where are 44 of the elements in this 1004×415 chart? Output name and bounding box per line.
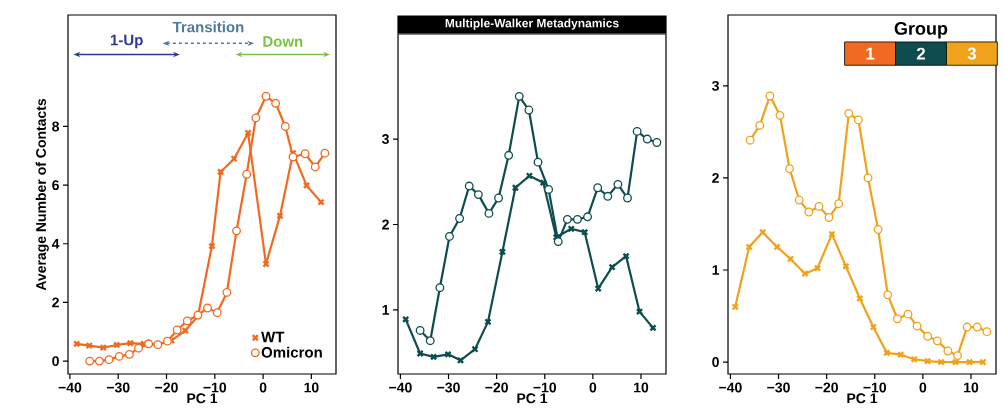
y-tick-label: 2 <box>52 297 59 308</box>
x-axis-title: PC 1 <box>847 393 878 404</box>
annotation: 1-Up <box>110 34 143 49</box>
x-tick-label: 0 <box>589 382 597 393</box>
legend-label: WT <box>261 331 285 343</box>
x-axis-title: PC 1 <box>517 393 548 404</box>
x-tick-label: −10 <box>863 382 887 393</box>
y-tick-label: 8 <box>52 121 60 132</box>
annotation: 3 <box>967 47 977 60</box>
x-tick-label: −20 <box>815 382 838 393</box>
y-tick-label: 1 <box>712 265 720 275</box>
x-tick-label: −30 <box>106 382 130 393</box>
y-tick-label: 1 <box>382 305 390 315</box>
x-tick-label: −30 <box>767 382 790 393</box>
x-tick-label: −20 <box>485 382 508 393</box>
annotation: Transition <box>172 21 244 33</box>
y-tick-label: 3 <box>712 80 719 91</box>
x-axis-title: PC 1 <box>187 393 218 404</box>
legend-title: Group <box>894 22 948 39</box>
x-tick-label: −30 <box>437 382 460 393</box>
y-tick-label: 0 <box>52 356 59 367</box>
x-tick-label: −10 <box>203 382 227 393</box>
x-tick-label: 0 <box>259 382 267 393</box>
x-tick-label: 10 <box>964 382 979 393</box>
y-tick-label: 4 <box>51 238 60 249</box>
annotation: 2 <box>916 47 926 60</box>
x-tick-label: −20 <box>155 382 178 393</box>
y-tick-label: 2 <box>712 173 719 183</box>
x-tick-label: −40 <box>58 382 82 393</box>
y-tick-label: 2 <box>382 219 389 230</box>
x-tick-label: −10 <box>533 382 557 393</box>
annotation: Down <box>263 36 303 47</box>
legend-label: Omicron <box>261 346 322 358</box>
x-tick-label: 10 <box>304 382 319 393</box>
x-tick-label: 0 <box>919 382 927 393</box>
y-tick-label: 6 <box>52 180 59 191</box>
y-tick-label: 0 <box>712 357 719 367</box>
chart-title: Multiple-Walker Metadynamics <box>445 18 619 30</box>
y-axis-title: Average Number of Contacts <box>35 98 49 291</box>
x-tick-label: −40 <box>389 382 412 393</box>
x-tick-label: 10 <box>634 382 649 393</box>
annotation: 1 <box>866 47 875 60</box>
y-tick-label: 3 <box>382 134 389 145</box>
x-tick-label: −40 <box>719 382 742 393</box>
